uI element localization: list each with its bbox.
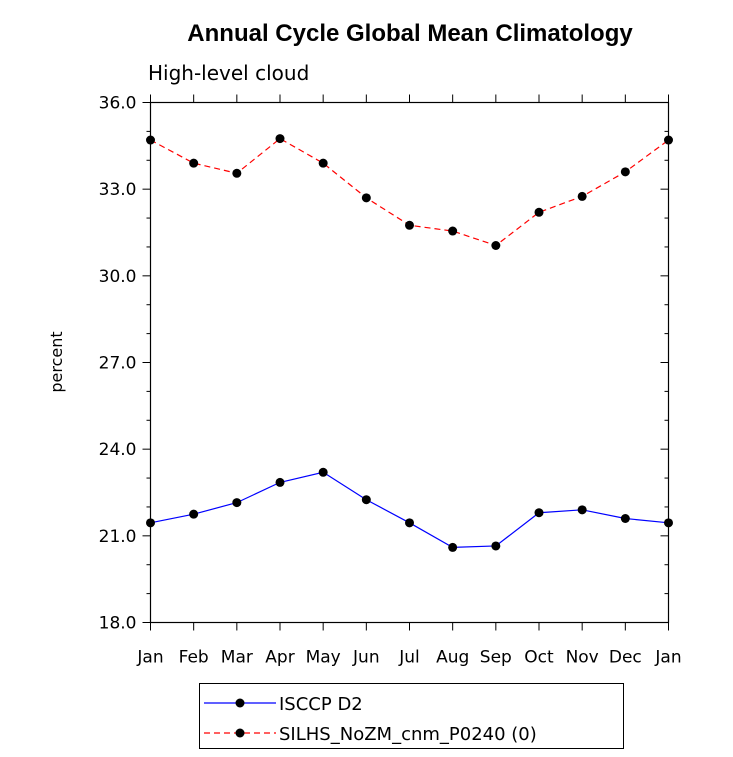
legend [199, 683, 624, 749]
y-axis: 18.0 21.0 24.0 27.0 30.0 33.0 36.0 [99, 94, 669, 634]
x-tick-label: Aug [436, 648, 469, 668]
data-point [448, 226, 458, 236]
data-point [664, 135, 673, 145]
x-tick-label: Dec [609, 648, 642, 668]
x-tick-label: May [306, 648, 341, 668]
data-point [189, 158, 199, 168]
data-point [664, 518, 673, 528]
data-point [232, 168, 242, 178]
legend-items: ISCCP D2 SILHS_NoZM_cnm_P0240 (0) [204, 694, 537, 745]
x-tick-label: Jan [654, 648, 681, 668]
data-point [318, 158, 328, 168]
x-axis: Jan Feb Mar Apr May Jun Jul Aug Sep Oct Nov Dec Jan [136, 94, 682, 668]
y-tick-label: 18.0 [99, 614, 137, 634]
data-point [448, 542, 458, 552]
data-point [361, 495, 371, 505]
x-tick-label: Oct [524, 648, 554, 668]
x-tick-label: Jul [398, 648, 420, 668]
series-layer [146, 134, 673, 552]
data-point [189, 509, 199, 519]
y-tick-label: 33.0 [99, 180, 137, 200]
data-point [146, 518, 155, 528]
chart-title: Annual Cycle Global Mean Climatology [187, 20, 633, 47]
data-point [620, 514, 630, 523]
x-tick-label: Jan [136, 648, 163, 668]
y-tick-label: 24.0 [99, 440, 137, 460]
data-point [146, 135, 155, 145]
data-point [361, 193, 371, 203]
x-tick-label: Nov [566, 648, 599, 668]
legend-label: ISCCP D2 [279, 694, 363, 715]
x-tick-label: Feb [179, 648, 209, 668]
y-tick-label: 30.0 [99, 267, 137, 287]
series-line [150, 471, 669, 548]
chart-subtitle: High-level cloud [148, 61, 309, 85]
legend-label: SILHS_NoZM_cnm_P0240 (0) [279, 724, 537, 745]
data-point [275, 134, 285, 144]
data-point [577, 191, 587, 201]
data-point [491, 541, 501, 551]
legend-swatch-marker [235, 728, 245, 738]
data-point [534, 508, 544, 518]
data-point [232, 498, 242, 508]
x-tick-label: Sep [480, 648, 512, 668]
legend-swatch-marker [235, 698, 245, 708]
data-point [534, 207, 544, 217]
x-tick-label: Mar [221, 648, 253, 668]
data-point [318, 467, 328, 477]
y-tick-label: 21.0 [99, 527, 137, 547]
data-point [620, 167, 630, 177]
y-tick-label: 36.0 [99, 94, 137, 114]
data-point [405, 518, 414, 528]
data-point [491, 241, 501, 250]
y-axis-label: percent [47, 331, 66, 392]
x-tick-label: Apr [265, 648, 294, 668]
x-tick-label: Jun [352, 648, 380, 668]
data-point [577, 505, 587, 515]
plot-frame [149, 101, 670, 624]
data-point [275, 477, 285, 487]
y-tick-label: 27.0 [99, 354, 137, 374]
data-point [405, 220, 414, 230]
